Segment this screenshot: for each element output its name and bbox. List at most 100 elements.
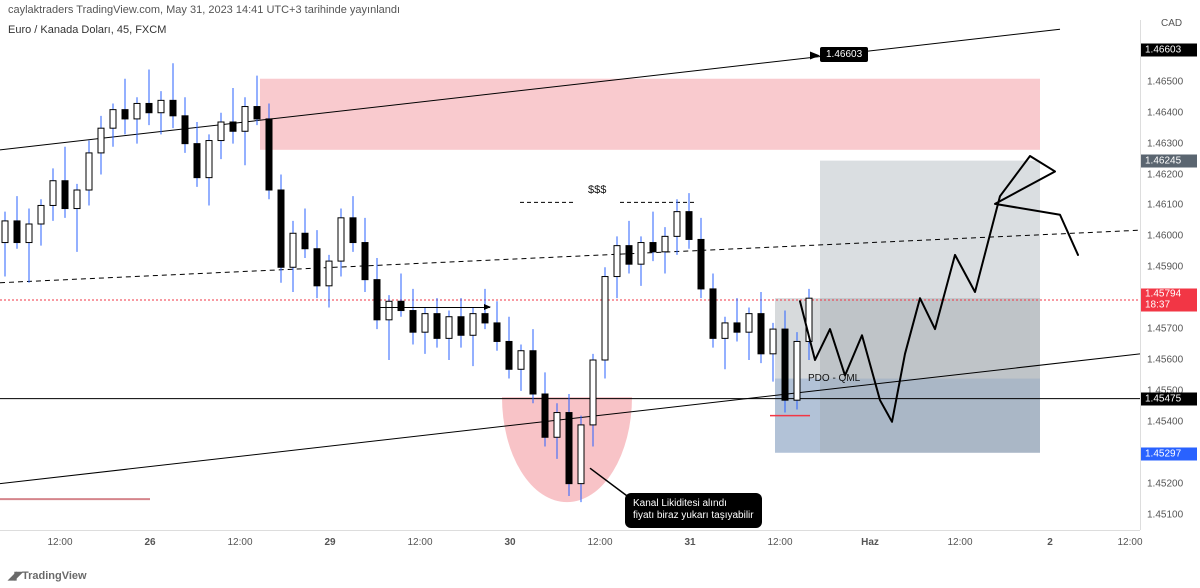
candle-body	[2, 221, 8, 243]
candle-body	[734, 323, 740, 332]
price-tick: 1.45700	[1147, 324, 1183, 335]
candle-body	[242, 107, 248, 132]
time-tick: 12:00	[1117, 537, 1142, 548]
candle-body	[266, 119, 272, 190]
price-flag: 1.46603	[1141, 43, 1197, 56]
candle-body	[350, 218, 356, 243]
candle-body	[518, 351, 524, 370]
candle-body	[218, 122, 224, 141]
candle-body	[698, 239, 704, 288]
candle-body	[38, 205, 44, 224]
candle-body	[410, 311, 416, 333]
candle-body	[686, 212, 692, 240]
candle-body	[458, 317, 464, 336]
candle-body	[554, 413, 560, 438]
price-flag: 1.45297	[1141, 447, 1197, 460]
candle-body	[122, 110, 128, 119]
candle-body	[14, 221, 20, 243]
candle-body	[710, 289, 716, 338]
candle-body	[770, 329, 776, 354]
time-tick: 12:00	[407, 537, 432, 548]
candle-body	[794, 341, 800, 400]
price-tick: 1.46300	[1147, 138, 1183, 149]
time-tick: 12:00	[767, 537, 792, 548]
candle-body	[134, 103, 140, 118]
candle-body	[170, 100, 176, 115]
time-tick: 30	[504, 537, 515, 548]
candle-body	[542, 394, 548, 437]
time-tick: 31	[684, 537, 695, 548]
candle-body	[26, 224, 32, 243]
price-tick: 1.46400	[1147, 107, 1183, 118]
time-tick: 12:00	[47, 537, 72, 548]
candle-body	[182, 116, 188, 144]
candle-body	[494, 323, 500, 342]
time-tick: 26	[144, 537, 155, 548]
time-tick: 12:00	[227, 537, 252, 548]
price-chart[interactable]: $$$PDO - QMLKanal Likiditesi alındıfiyat…	[0, 20, 1140, 530]
candle-body	[98, 128, 104, 153]
publish-banner: caylaktraders TradingView.com, May 31, 2…	[0, 0, 408, 20]
price-axis: CAD 1.466001.465001.464001.463001.462001…	[1140, 20, 1200, 530]
tradingview-watermark: TradingView	[8, 569, 87, 582]
price-tick: 1.45100	[1147, 509, 1183, 520]
candle-body	[146, 103, 152, 112]
candle-body	[758, 314, 764, 354]
candle-body	[254, 107, 260, 119]
liquidity-callout: Kanal Likiditesi alındıfiyatı biraz yuka…	[625, 493, 762, 528]
price-flag: 1.4579418:37	[1141, 289, 1197, 312]
candle-body	[782, 329, 788, 400]
candle-body	[158, 100, 164, 112]
top-channel-flag-arrow	[810, 52, 820, 60]
candle-body	[722, 323, 728, 338]
candle-body	[326, 261, 332, 286]
time-axis: 12:00 26 12:00 29 12:00 30 12:00 31 12:00 Haz 12:0…	[0, 530, 1140, 561]
time-tick: 12:00	[587, 537, 612, 548]
candle-body	[74, 190, 80, 209]
time-tick: 29	[324, 537, 335, 548]
candle-body	[674, 212, 680, 237]
candle-body	[386, 301, 392, 320]
candle-body	[746, 314, 752, 333]
time-tick: Haz	[861, 537, 879, 548]
candle-body	[50, 181, 56, 206]
price-tick: 1.45900	[1147, 262, 1183, 273]
candle-body	[614, 246, 620, 277]
price-axis-unit: CAD	[1161, 18, 1182, 29]
candle-body	[482, 314, 488, 323]
price-tick: 1.46500	[1147, 76, 1183, 87]
supply-zone	[260, 79, 1040, 150]
candle-body	[338, 218, 344, 261]
candle-body	[446, 317, 452, 339]
candle-body	[638, 243, 644, 265]
candle-body	[530, 351, 536, 394]
candle-body	[398, 301, 404, 310]
candle-body	[230, 122, 236, 131]
time-tick: 12:00	[947, 537, 972, 548]
candle-body	[506, 341, 512, 369]
candle-body	[422, 314, 428, 333]
candle-body	[194, 144, 200, 178]
price-tick: 1.45600	[1147, 355, 1183, 366]
direction-arrow	[380, 307, 490, 308]
price-tick: 1.46200	[1147, 169, 1183, 180]
candle-body	[362, 243, 368, 280]
price-tick: 1.45400	[1147, 416, 1183, 427]
candle-body	[626, 246, 632, 265]
candle-body	[602, 277, 608, 360]
candle-body	[374, 280, 380, 320]
candle-body	[590, 360, 596, 425]
candle-body	[470, 314, 476, 336]
price-tick: 1.46100	[1147, 200, 1183, 211]
price-flag: 1.45475	[1141, 392, 1197, 405]
candle-body	[662, 236, 668, 251]
sss-label: $$$	[588, 184, 606, 196]
candle-body	[62, 181, 68, 209]
candle-body	[302, 233, 308, 248]
time-tick: 2	[1047, 537, 1053, 548]
price-tick: 1.45200	[1147, 478, 1183, 489]
candle-body	[650, 243, 656, 252]
candle-body	[566, 413, 572, 484]
candle-body	[314, 249, 320, 286]
candle-body	[278, 190, 284, 267]
